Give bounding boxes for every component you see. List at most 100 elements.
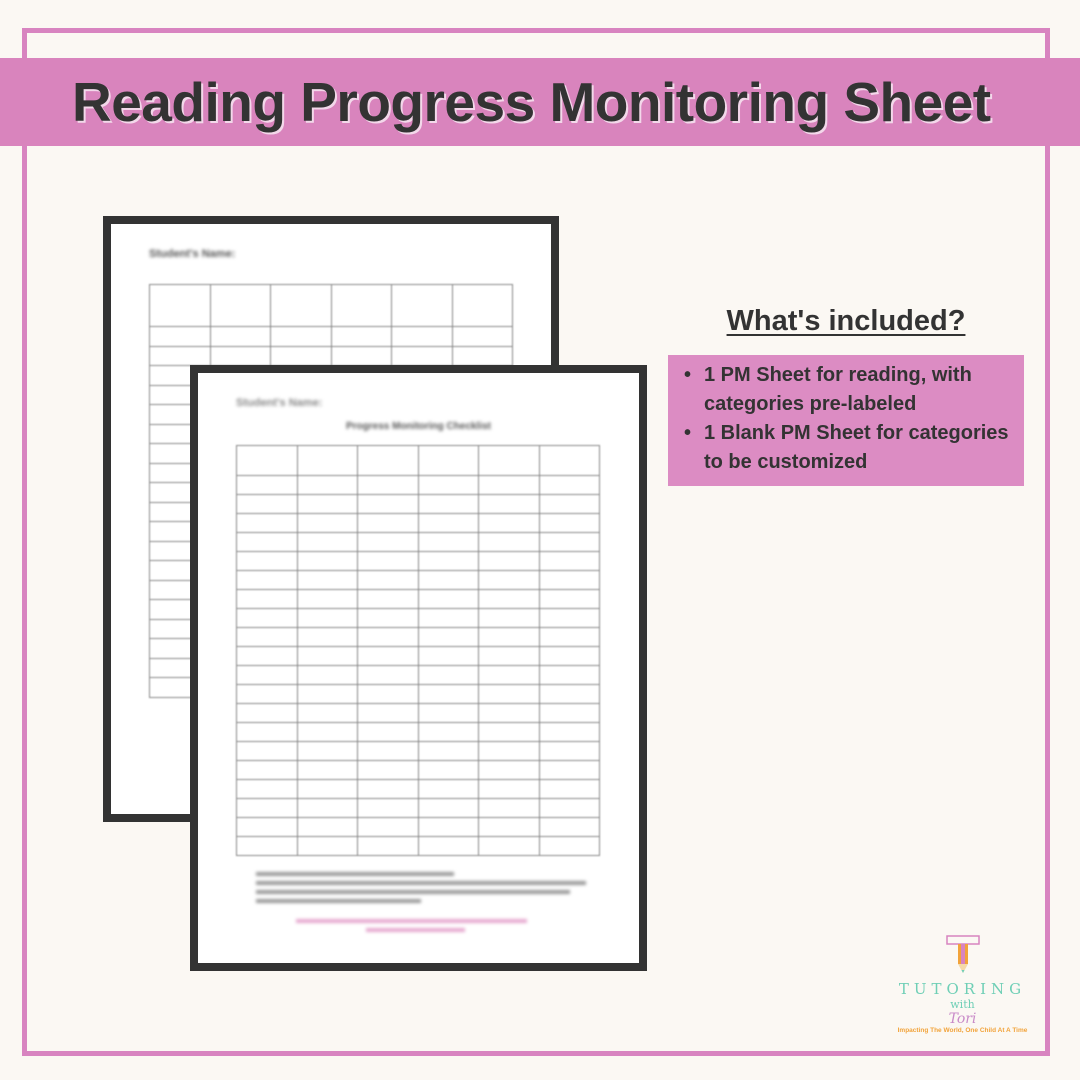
table-row [236,703,600,723]
table-cell [296,608,358,628]
table-cell [478,627,540,647]
table-cell [538,608,600,628]
table-cell [296,445,358,476]
table-cell [538,684,600,704]
table-cell [538,551,600,571]
table-cell [236,798,298,818]
table-cell [538,665,600,685]
table-cell [330,326,392,347]
table-cell [451,284,513,327]
table-cell [296,570,358,590]
table-cell [538,589,600,609]
table-cell [417,779,479,799]
student-name-label: Student's Name: [236,397,323,409]
table-cell [296,684,358,704]
table-cell [538,722,600,742]
table-cell [209,326,271,347]
whats-included-heading: What's included? [726,305,966,337]
pencil-ruler-icon [945,935,980,973]
table-cell [417,703,479,723]
table-cell [357,589,419,609]
table-row [236,627,600,647]
table-cell [478,551,540,571]
title-banner [0,58,1080,146]
table-cell [417,627,479,647]
table-cell [538,570,600,590]
table-cell [451,326,513,347]
table-row [236,836,600,856]
table-cell [478,798,540,818]
table-row [149,326,513,347]
table-cell [357,646,419,666]
table-row [236,798,600,818]
table-cell [236,817,298,837]
table-cell [236,760,298,780]
front-sheet-table [236,445,600,856]
table-row [236,722,600,742]
table-cell [236,570,298,590]
table-cell [538,760,600,780]
front-sheet-preview: Student's Name: Progress Monitoring Chec… [190,365,647,971]
table-row [236,760,600,780]
table-cell [478,513,540,533]
table-cell [417,817,479,837]
table-cell [538,494,600,514]
table-cell [357,684,419,704]
table-cell [417,494,479,514]
list-item: 1 Blank PM Sheet for categories to be cu… [682,419,1014,477]
table-row [236,445,600,476]
table-row [236,817,600,837]
table-cell [417,589,479,609]
table-cell [296,779,358,799]
table-cell [330,284,392,327]
table-cell [296,741,358,761]
sheet-notes [256,867,586,937]
table-cell [236,779,298,799]
table-cell [357,722,419,742]
table-cell [357,475,419,495]
table-cell [478,494,540,514]
table-cell [236,532,298,552]
table-cell [236,722,298,742]
table-cell [417,760,479,780]
table-cell [236,475,298,495]
table-cell [478,703,540,723]
table-cell [296,589,358,609]
table-cell [391,326,453,347]
table-cell [236,627,298,647]
student-name-label: Student's Name: [149,248,236,260]
included-list: 1 PM Sheet for reading, with categories … [682,361,1014,477]
table-cell [236,445,298,476]
table-cell [149,345,211,366]
table-cell [478,722,540,742]
table-cell [357,608,419,628]
table-row [236,551,600,571]
table-cell [478,741,540,761]
table-cell [236,608,298,628]
table-cell [296,798,358,818]
table-row [236,779,600,799]
table-cell [236,646,298,666]
table-cell [209,284,271,327]
table-cell [330,345,392,366]
table-cell [296,836,358,856]
table-cell [538,513,600,533]
page-border [22,28,1050,1056]
table-cell [357,798,419,818]
table-cell [296,475,358,495]
logo-line2: with [950,998,975,1011]
table-cell [296,760,358,780]
table-cell [478,475,540,495]
table-cell [236,836,298,856]
table-cell [478,684,540,704]
table-cell [417,684,479,704]
table-row [236,741,600,761]
table-cell [236,589,298,609]
table-cell [451,345,513,366]
sheet-title: Progress Monitoring Checklist [345,421,492,432]
table-cell [478,760,540,780]
table-cell [478,445,540,476]
table-cell [417,513,479,533]
table-cell [538,836,600,856]
table-cell [236,513,298,533]
